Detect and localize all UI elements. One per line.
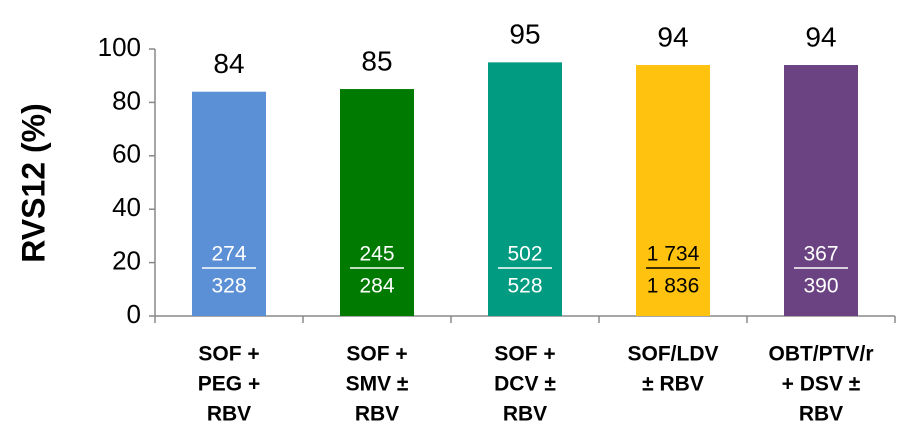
bar [784, 65, 858, 317]
x-tick-label: RBV [503, 403, 547, 426]
x-tick-label: RBV [355, 403, 399, 426]
bar [192, 91, 266, 316]
y-tick-label: 40 [112, 192, 141, 222]
value-label: 85 [361, 45, 392, 76]
y-tick-label: 20 [112, 245, 141, 275]
x-tick-label: RBV [799, 403, 843, 426]
x-tick-label: RBV [207, 403, 251, 426]
x-tick-label: + DSV ± [782, 373, 861, 396]
x-tick-label: PEG + [198, 373, 260, 396]
x-tick-label: SOF + [346, 343, 407, 366]
y-tick-label: 0 [127, 299, 141, 329]
fraction-numerator: 274 [211, 243, 246, 266]
bar [636, 65, 710, 317]
x-tick-label: SOF + [494, 343, 555, 366]
bar [340, 89, 414, 316]
fraction-numerator: 367 [803, 243, 838, 266]
value-label: 94 [657, 21, 688, 52]
fraction-numerator: 245 [359, 243, 394, 266]
fraction-denominator: 328 [211, 275, 246, 298]
fraction-numerator: 502 [507, 243, 542, 266]
x-tick-label: SOF + [198, 343, 259, 366]
x-tick-label: SMV ± [346, 373, 409, 396]
y-axis-title: RVS12 (%) [15, 103, 51, 262]
x-tick-label: SOF/LDV [627, 343, 718, 366]
fraction-numerator: 1 734 [647, 243, 700, 266]
y-tick-label: 80 [112, 85, 141, 115]
value-label: 95 [509, 19, 540, 50]
fraction-denominator: 284 [359, 275, 394, 298]
y-tick-label: 60 [112, 139, 141, 169]
x-tick-label: OBT/PTV/r [768, 343, 873, 366]
x-tick-label: ± RBV [642, 373, 704, 396]
fraction-denominator: 390 [803, 275, 838, 298]
x-tick-label: DCV ± [494, 373, 556, 396]
fraction-denominator: 1 836 [647, 275, 700, 298]
fraction-denominator: 528 [507, 275, 542, 298]
value-label: 84 [213, 48, 244, 79]
value-label: 94 [805, 21, 836, 52]
y-tick-label: 100 [98, 32, 141, 62]
bar [488, 62, 562, 316]
